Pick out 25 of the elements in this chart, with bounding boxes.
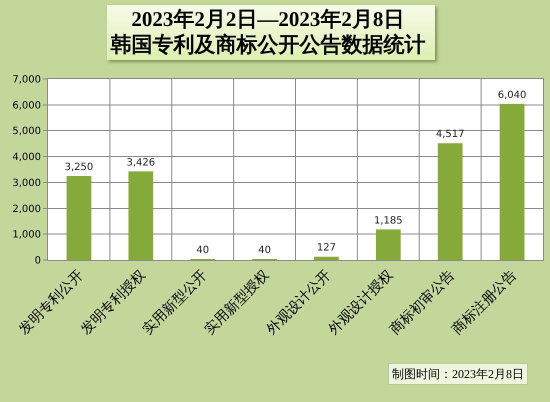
y-tick-label: 0 xyxy=(34,256,41,266)
bar xyxy=(376,229,401,260)
y-tick-label: 2,000 xyxy=(12,204,41,215)
y-tick-label: 3,000 xyxy=(12,178,41,189)
data-label: 40 xyxy=(196,244,210,256)
y-tick-label: 1,000 xyxy=(12,230,41,241)
data-label: 6,040 xyxy=(498,90,526,101)
data-label: 3,250 xyxy=(64,162,94,173)
data-label: 3,426 xyxy=(126,157,156,168)
bar xyxy=(500,104,524,260)
y-tick-label: 5,000 xyxy=(12,126,41,138)
data-label: 1,185 xyxy=(374,215,403,226)
bar xyxy=(314,256,339,260)
y-tick-label: 4,000 xyxy=(12,152,41,164)
y-tick-label: 7,000 xyxy=(12,74,41,86)
chart-title: 2023年2月2日—2023年2月8日 xyxy=(131,7,404,32)
data-label: 40 xyxy=(258,244,271,256)
bar xyxy=(66,176,92,260)
data-label: 4,517 xyxy=(436,129,465,140)
text: 制图时间：2023年2月8日 xyxy=(392,367,524,381)
y-tick-label: 6,000 xyxy=(12,100,41,112)
data-label: 127 xyxy=(316,242,336,254)
chart-subtitle: 韩国专利及商标公开公告数据统计 xyxy=(109,32,426,56)
bar xyxy=(128,171,154,260)
bar xyxy=(438,143,463,260)
